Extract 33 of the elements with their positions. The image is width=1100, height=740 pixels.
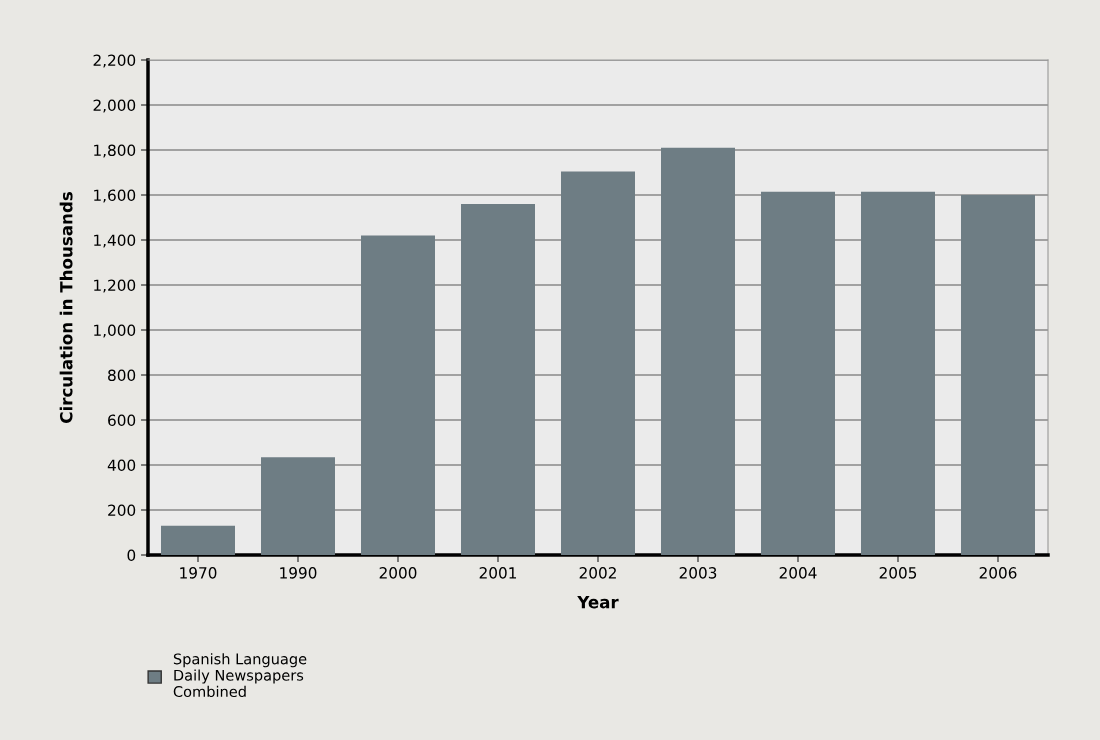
bar	[561, 171, 635, 555]
y-tick-label: 200	[108, 504, 136, 517]
x-axis-title: Year	[577, 595, 619, 609]
bar	[661, 147, 735, 555]
x-tick-label: 2006	[979, 567, 1017, 579]
x-tick-label: 2003	[679, 567, 717, 579]
x-tick-label: 2004	[779, 567, 817, 579]
y-tick-label: 1,600	[94, 189, 136, 203]
x-tick-label: 2001	[479, 567, 517, 579]
bar	[261, 457, 335, 555]
y-tick-label: 600	[108, 414, 136, 427]
bar	[761, 191, 835, 555]
bar	[461, 204, 535, 555]
x-tick-label: 1970	[180, 567, 217, 579]
bar	[361, 235, 435, 555]
y-tick-label: 1,400	[94, 234, 136, 248]
y-axis-title: Circulation in Thousands	[59, 192, 73, 423]
x-tick-label: 2000	[379, 567, 417, 579]
bar	[861, 191, 935, 555]
x-tick-label: 2005	[879, 567, 917, 579]
y-tick-label: 0	[127, 549, 136, 562]
y-tick-label: 1,000	[94, 324, 136, 338]
bar	[161, 525, 235, 555]
y-tick-label: 400	[107, 459, 136, 472]
y-tick-label: 1,200	[94, 279, 136, 293]
y-tick-label: 1,800	[94, 144, 136, 158]
bar	[961, 195, 1035, 555]
y-tick-label: 2,000	[93, 99, 136, 113]
x-tick-label: 1990	[280, 567, 317, 579]
y-tick-label: 800	[108, 369, 136, 382]
y-tick-label: 2,200	[93, 54, 136, 68]
x-tick-label: 2002	[579, 567, 616, 579]
legend-label: Spanish Language Daily Newspapers Combined	[173, 653, 307, 698]
